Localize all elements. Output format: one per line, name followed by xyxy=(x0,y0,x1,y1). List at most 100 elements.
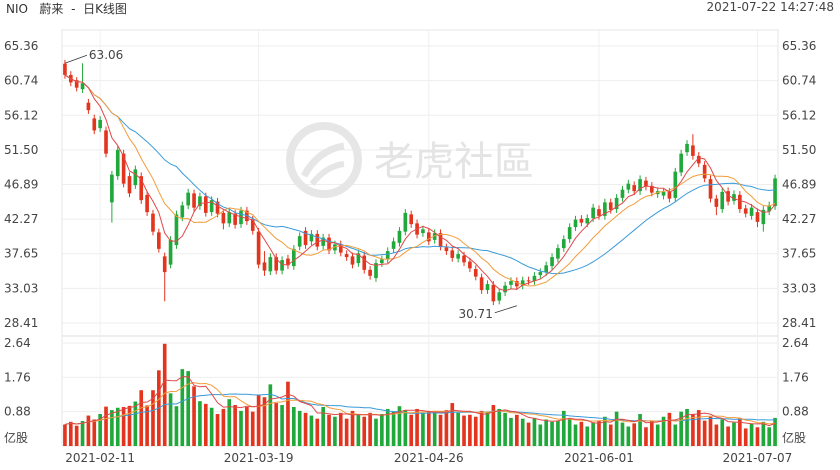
volume-bar xyxy=(738,417,742,446)
volume-bar xyxy=(239,410,243,446)
volume-bar xyxy=(151,390,155,446)
volume-bar xyxy=(374,418,378,446)
volume-ma10-line xyxy=(64,382,776,425)
chart-timestamp: 2021-07-22 14:27:48 xyxy=(706,0,834,14)
volume-bar xyxy=(221,408,226,446)
volume-bar xyxy=(755,427,760,446)
candle-body xyxy=(344,254,349,258)
min-annotation-label: 30.71 xyxy=(458,307,492,321)
volume-bar xyxy=(749,423,754,446)
volume-bar xyxy=(303,412,308,446)
volume-bar xyxy=(403,410,408,446)
volume-bar xyxy=(655,424,660,446)
candle-body xyxy=(462,255,466,263)
volume-bar xyxy=(432,412,437,446)
candle-body xyxy=(679,153,683,173)
price-tick-left: 51.50 xyxy=(4,143,38,157)
volume-bar xyxy=(256,395,261,446)
volume-bar xyxy=(321,406,325,446)
candle-body xyxy=(749,207,754,216)
candle-body xyxy=(139,176,144,201)
candle-body xyxy=(515,281,519,287)
watermark: 老虎社區 xyxy=(286,122,534,198)
volume-bar xyxy=(444,410,449,446)
candle-body xyxy=(327,237,331,251)
volume-unit-left: 亿股 xyxy=(4,430,28,445)
volume-bar xyxy=(714,424,719,446)
candle-body xyxy=(209,200,214,213)
candle-body xyxy=(397,230,402,243)
candle-body xyxy=(497,292,502,301)
price-tick-left: 46.89 xyxy=(4,177,38,191)
candle-body xyxy=(186,192,190,206)
volume-bar xyxy=(162,343,167,446)
candle-body xyxy=(110,174,114,203)
candle-body xyxy=(256,231,261,265)
volume-bar xyxy=(438,414,443,446)
volume-bar xyxy=(209,407,214,446)
candle-body xyxy=(479,277,484,291)
volume-unit-right: 亿股 xyxy=(782,430,806,445)
volume-bar xyxy=(139,390,144,446)
volume-bar xyxy=(520,418,525,446)
candle-body xyxy=(579,218,584,223)
volume-bar xyxy=(74,425,79,446)
candle-body xyxy=(391,241,396,249)
candle-body xyxy=(644,180,648,187)
volume-bar xyxy=(561,410,566,446)
candle-body xyxy=(286,258,290,266)
volume-bar xyxy=(585,426,590,446)
candle-body xyxy=(145,194,149,213)
price-tick-left: 65.36 xyxy=(4,39,38,53)
price-tick-left: 28.41 xyxy=(4,316,38,330)
volume-bar xyxy=(110,410,114,446)
candle-body xyxy=(321,237,325,246)
volume-bar xyxy=(608,424,613,446)
volume-bar xyxy=(368,412,372,446)
tiger-logo-icon xyxy=(286,122,362,198)
candle-body xyxy=(597,209,601,216)
candle-body xyxy=(104,130,108,154)
candle-body xyxy=(603,202,607,216)
volume-bar xyxy=(397,406,402,446)
candle-body xyxy=(403,212,408,232)
candle-body xyxy=(661,191,666,196)
ma5-line xyxy=(64,74,776,292)
candle-body xyxy=(773,178,777,207)
volume-bar xyxy=(186,371,190,446)
candle-body xyxy=(650,185,654,193)
candle-body xyxy=(374,263,378,279)
candle-body xyxy=(550,257,554,267)
volume-bar xyxy=(145,405,149,446)
volume-bar xyxy=(415,408,419,446)
volume-bar xyxy=(603,416,607,446)
volume-bar xyxy=(567,418,572,446)
volume-tick-left: 0.88 xyxy=(4,405,31,419)
volume-bar xyxy=(380,414,384,446)
candle-body xyxy=(380,259,384,264)
candle-body xyxy=(432,233,437,240)
candle-body xyxy=(151,213,155,232)
candle-body xyxy=(567,227,572,240)
candle-body xyxy=(526,280,531,282)
candle-body xyxy=(738,194,742,210)
candle-body xyxy=(421,229,425,234)
stock-symbol: NIO xyxy=(6,2,28,16)
volume-bar xyxy=(104,406,108,446)
volume-bar xyxy=(98,414,102,446)
candle-body xyxy=(133,169,138,186)
candle-body xyxy=(80,83,85,90)
volume-bar xyxy=(121,406,126,446)
candle-body xyxy=(292,248,296,267)
candle-body xyxy=(520,280,525,286)
candle-body xyxy=(250,219,255,231)
price-tick-right: 28.41 xyxy=(782,316,816,330)
volume-bar xyxy=(644,427,648,446)
min-annotation-leader xyxy=(494,305,517,314)
candle-body xyxy=(532,275,537,282)
volume-bar xyxy=(708,416,713,446)
volume-bar xyxy=(80,421,85,446)
volume-bar xyxy=(233,405,237,446)
